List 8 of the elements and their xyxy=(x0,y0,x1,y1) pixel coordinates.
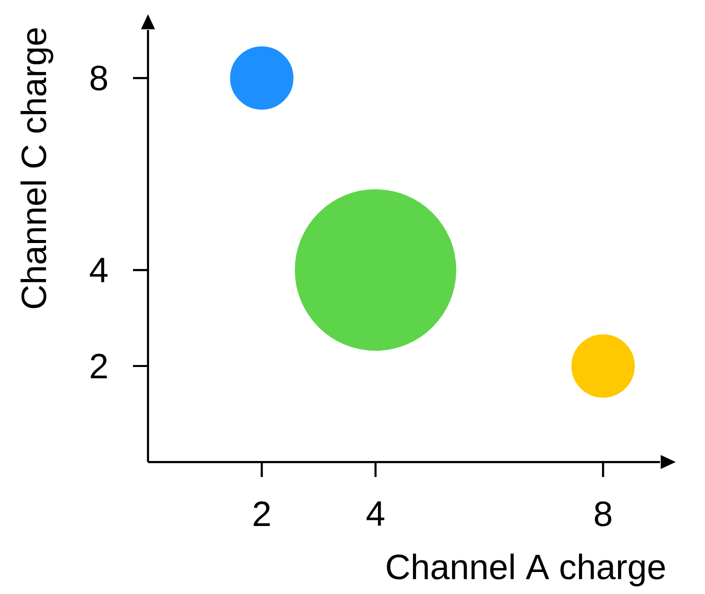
y-axis-title: Channel C charge xyxy=(20,28,54,308)
x-tick-label: 2 xyxy=(254,501,270,526)
x-tick-label: 4 xyxy=(366,501,384,526)
y-tick-label: 2 xyxy=(90,354,107,378)
x-axis-title: Channel A charge xyxy=(386,554,665,586)
y-tick-label: 4 xyxy=(90,258,108,282)
x-tick-label: 8 xyxy=(594,501,612,526)
y-tick-label: 8 xyxy=(90,66,108,90)
